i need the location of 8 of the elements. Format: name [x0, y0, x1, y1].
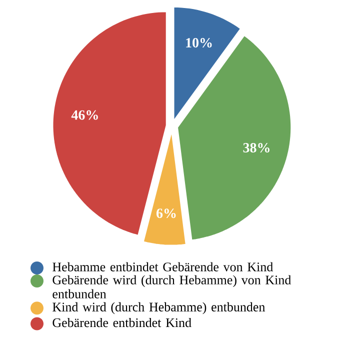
legend-label: Gebärende wird (durch Hebamme) von Kind entbunden	[52, 275, 292, 298]
legend-label: Hebamme entbindet Gebärende von Kind	[52, 262, 273, 272]
data-label: 38%	[243, 143, 270, 153]
data-label: 10%	[186, 38, 212, 48]
data-label: 6%	[156, 208, 176, 218]
data-label: 46%	[71, 110, 98, 120]
legend-label: Kind wird (durch Hebamme) entbunden	[52, 302, 266, 314]
legend-label: Gebärende entbindet Kind	[52, 318, 192, 328]
